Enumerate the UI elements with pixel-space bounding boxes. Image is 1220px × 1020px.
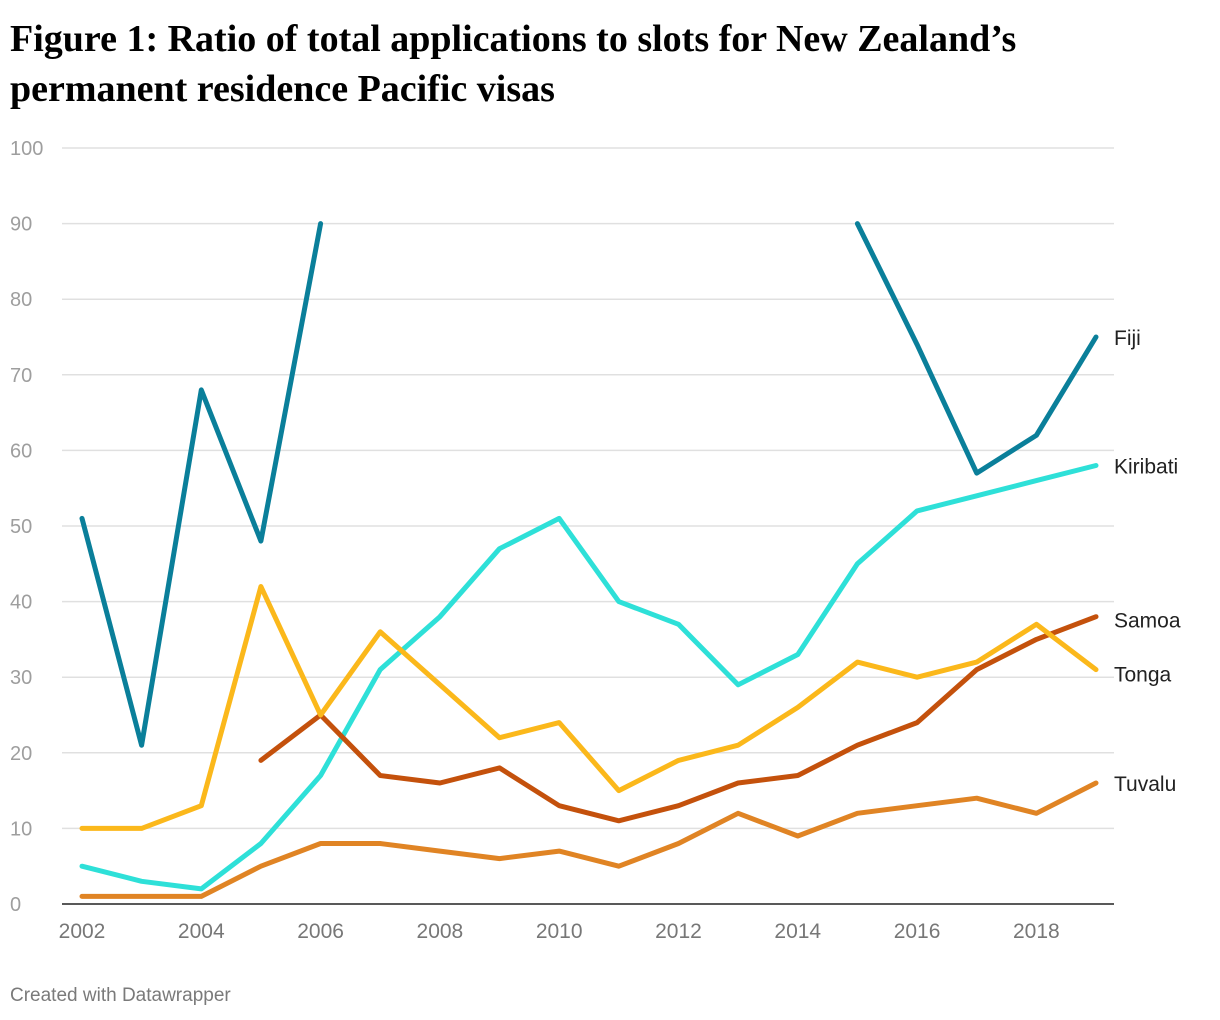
x-tick-label: 2012 (655, 920, 702, 943)
series-label-samoa: Samoa (1114, 610, 1181, 633)
x-tick-label: 2016 (894, 920, 941, 943)
y-tick-label: 70 (10, 365, 32, 387)
series-label-tonga: Tonga (1114, 664, 1172, 687)
x-tick-label: 2014 (774, 920, 821, 943)
series-label-tuvalu: Tuvalu (1114, 773, 1176, 796)
x-tick-label: 2004 (178, 920, 225, 943)
y-tick-label: 20 (10, 743, 32, 765)
x-tick-label: 2008 (417, 920, 464, 943)
y-tick-label: 30 (10, 667, 32, 689)
x-axis-ticks: 2002 2004 2006 2008 2010 2012 2014 2016 2018 (59, 920, 1060, 943)
x-tick-label: 2010 (536, 920, 583, 943)
series-line-kiribati (79, 463, 1099, 892)
grid-lines (62, 147, 1114, 905)
x-tick-label: 2018 (1013, 920, 1060, 943)
y-tick-label: 90 (10, 214, 32, 236)
series-line-fiji (79, 221, 1099, 748)
y-tick-label: 10 (10, 818, 32, 840)
series-lines (79, 221, 1099, 899)
series-label-kiribati: Kiribati (1114, 456, 1178, 479)
y-tick-label: 50 (10, 516, 32, 538)
y-tick-label: 100 (10, 138, 43, 160)
y-tick-label: 40 (10, 592, 32, 614)
series-line-tuvalu (79, 780, 1099, 899)
series-line-samoa (258, 614, 1099, 824)
series-label-fiji: Fiji (1114, 327, 1141, 350)
y-axis-ticks: 0 10 20 30 40 50 60 70 80 90 100 (10, 138, 43, 916)
y-tick-label: 80 (10, 289, 32, 311)
credit-text: Created with Datawrapper (10, 985, 231, 1006)
x-tick-label: 2002 (59, 920, 106, 943)
y-tick-label: 0 (10, 894, 21, 916)
series-labels: Fiji Kiribati Samoa Tonga Tuvalu (1114, 327, 1181, 796)
chart-title: Figure 1: Ratio of total applications to… (10, 18, 1017, 110)
x-tick-label: 2006 (297, 920, 344, 943)
y-tick-label: 60 (10, 440, 32, 462)
series-line-tonga (79, 584, 1099, 831)
